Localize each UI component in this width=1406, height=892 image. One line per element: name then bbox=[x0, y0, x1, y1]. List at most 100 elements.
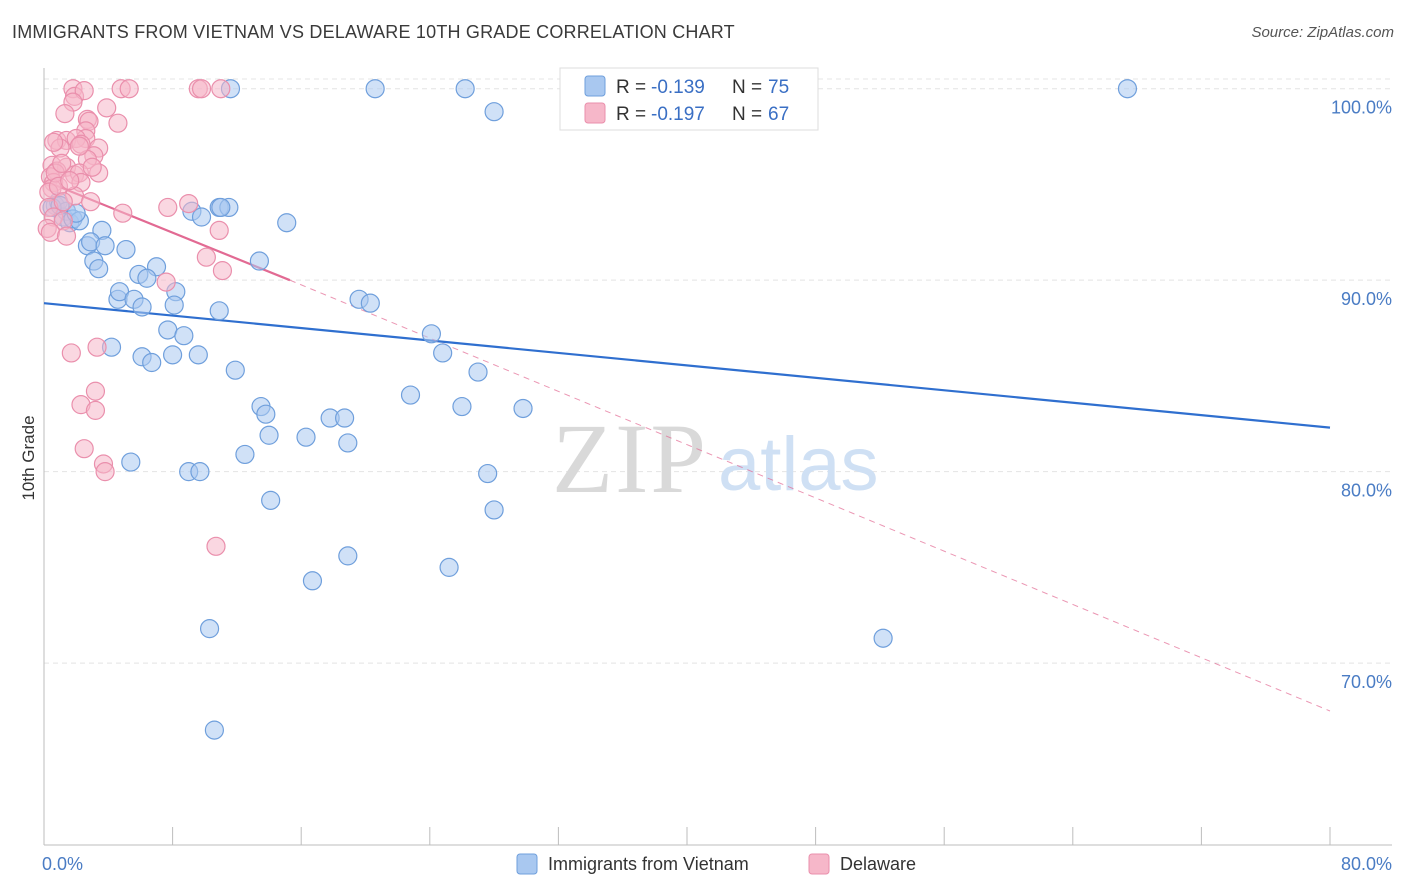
point-vietnam bbox=[873, 628, 893, 648]
watermark-zip: ZIP bbox=[552, 403, 708, 514]
point-vietnam bbox=[335, 408, 355, 428]
point-delaware bbox=[113, 203, 133, 223]
point-vietnam bbox=[277, 213, 297, 233]
point-vietnam bbox=[296, 427, 316, 447]
data-points bbox=[37, 79, 1138, 740]
point-delaware bbox=[44, 132, 64, 152]
point-vietnam bbox=[95, 236, 115, 256]
point-delaware bbox=[209, 220, 229, 241]
point-vietnam bbox=[164, 295, 184, 315]
legend-swatch-blue bbox=[584, 75, 606, 97]
point-vietnam bbox=[452, 396, 472, 417]
bottom-legend: Immigrants from Vietnam Delaware bbox=[516, 853, 916, 875]
legend-r-label-pink: R = bbox=[616, 104, 646, 125]
legend-swatch-pink bbox=[584, 102, 606, 124]
point-vietnam bbox=[249, 251, 270, 271]
point-vietnam bbox=[338, 433, 358, 453]
bottom-legend-swatch-delaware bbox=[808, 853, 830, 875]
point-vietnam bbox=[121, 452, 141, 472]
point-delaware bbox=[82, 157, 102, 177]
y-tick-label: 70.0% bbox=[1341, 672, 1392, 692]
point-vietnam bbox=[513, 398, 533, 419]
point-vietnam bbox=[89, 259, 109, 279]
y-tick-label: 90.0% bbox=[1341, 289, 1392, 309]
point-vietnam bbox=[199, 619, 220, 639]
point-vietnam bbox=[225, 360, 245, 380]
legend-n-label-pink: N = bbox=[732, 104, 762, 125]
point-delaware bbox=[119, 79, 139, 99]
point-delaware bbox=[196, 247, 216, 267]
point-delaware bbox=[61, 343, 81, 363]
point-vietnam bbox=[256, 404, 276, 424]
point-delaware bbox=[53, 192, 73, 212]
point-delaware bbox=[69, 136, 89, 156]
point-delaware bbox=[156, 272, 176, 292]
point-delaware bbox=[74, 439, 94, 459]
point-vietnam bbox=[158, 320, 178, 340]
trend-line-delaware-extended bbox=[289, 279, 1331, 712]
bottom-legend-label-vietnam: Immigrants from Vietnam bbox=[548, 854, 749, 874]
legend-n-label-blue: N = bbox=[732, 77, 762, 98]
point-vietnam bbox=[132, 297, 152, 317]
point-vietnam bbox=[455, 79, 475, 99]
point-vietnam bbox=[484, 500, 504, 520]
point-delaware bbox=[85, 400, 106, 420]
point-vietnam bbox=[468, 362, 488, 382]
y-tick-label: 100.0% bbox=[1331, 98, 1392, 118]
legend: R = -0.139 N = 75 R = -0.197 N = 67 bbox=[559, 67, 819, 131]
point-vietnam bbox=[338, 546, 358, 566]
legend-n-value-pink: 67 bbox=[768, 104, 789, 125]
point-delaware bbox=[85, 381, 106, 401]
point-vietnam bbox=[302, 571, 323, 591]
y-axis-label: 10th Grade bbox=[19, 415, 38, 500]
point-delaware bbox=[206, 536, 226, 556]
point-vietnam bbox=[116, 239, 136, 260]
legend-n-value-blue: 75 bbox=[768, 77, 789, 98]
point-vietnam bbox=[360, 293, 380, 313]
legend-r-value-blue: -0.139 bbox=[651, 77, 705, 98]
watermark-atlas: atlas bbox=[718, 422, 879, 507]
point-delaware bbox=[56, 226, 77, 246]
point-delaware bbox=[74, 81, 94, 101]
point-delaware bbox=[55, 104, 75, 124]
trend-line-vietnam bbox=[43, 302, 1331, 429]
point-delaware bbox=[40, 222, 61, 242]
bottom-legend-swatch-vietnam bbox=[516, 853, 538, 875]
y-tick-label: 80.0% bbox=[1341, 481, 1392, 501]
point-vietnam bbox=[163, 345, 183, 365]
point-delaware bbox=[81, 192, 101, 212]
legend-r-label-blue: R = bbox=[616, 77, 646, 98]
legend-r-value-pink: -0.197 bbox=[651, 104, 705, 125]
point-delaware bbox=[97, 98, 117, 118]
point-vietnam bbox=[478, 463, 498, 484]
point-vietnam bbox=[209, 301, 229, 321]
point-vietnam bbox=[188, 345, 208, 365]
point-delaware bbox=[211, 79, 231, 99]
point-vietnam bbox=[211, 197, 231, 218]
point-delaware bbox=[108, 113, 128, 133]
point-vietnam bbox=[259, 425, 279, 445]
point-vietnam bbox=[235, 444, 255, 465]
point-vietnam bbox=[142, 352, 162, 373]
x-tick-label-max: 80.0% bbox=[1341, 854, 1392, 874]
point-vietnam bbox=[1117, 79, 1138, 99]
source-label: Source: ZipAtlas.com bbox=[1251, 24, 1394, 41]
x-tick-label-min: 0.0% bbox=[42, 854, 83, 874]
point-delaware bbox=[60, 171, 80, 191]
point-vietnam bbox=[439, 557, 459, 577]
point-vietnam bbox=[400, 385, 421, 405]
watermark: ZIP atlas bbox=[552, 403, 879, 514]
point-vietnam bbox=[365, 79, 385, 99]
point-delaware bbox=[179, 193, 199, 214]
chart-title: IMMIGRANTS FROM VIETNAM VS DELAWARE 10TH… bbox=[12, 22, 735, 42]
point-delaware bbox=[95, 462, 115, 482]
point-delaware bbox=[87, 337, 107, 357]
point-delaware bbox=[212, 261, 233, 281]
tick-labels: 70.0% 80.0% 90.0% 100.0% 0.0% 80.0% bbox=[42, 98, 1392, 874]
point-delaware bbox=[52, 153, 72, 173]
point-vietnam bbox=[204, 720, 224, 740]
point-vietnam bbox=[137, 268, 157, 288]
point-vietnam bbox=[191, 207, 212, 227]
point-vietnam bbox=[433, 343, 453, 363]
